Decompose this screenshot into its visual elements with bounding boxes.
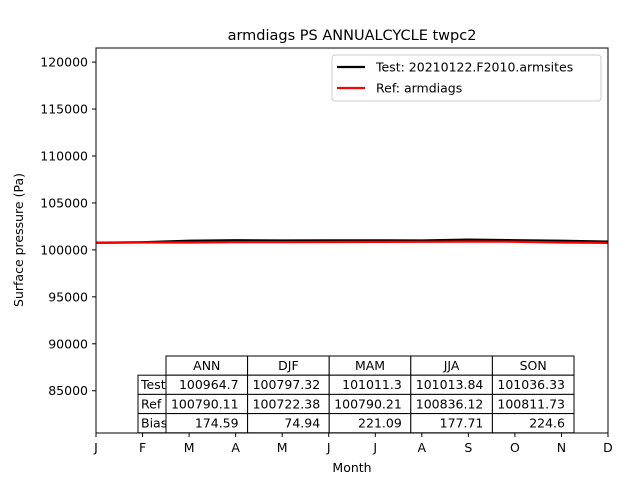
table-cell-value: 100790.21 <box>334 396 402 411</box>
x-axis-label: Month <box>332 460 371 475</box>
y-tick-label: 115000 <box>40 102 88 117</box>
chart-title: armdiags PS ANNUALCYCLE twpc2 <box>228 28 477 44</box>
table-column-header: JJA <box>443 358 460 373</box>
legend-label: Ref: armdiags <box>376 81 462 96</box>
x-tick-label: M <box>277 440 288 455</box>
y-tick-label: 100000 <box>40 242 88 257</box>
table-column-header: SON <box>520 358 547 373</box>
plot-area: ANN DJF MAM JJA SON Test 100964.7 100797.32 1010… <box>95 47 609 434</box>
series-line-ref <box>95 240 609 245</box>
table-cell-value: 100964.7 <box>179 377 239 392</box>
x-tick-label: N <box>557 440 566 455</box>
y-tick-label: 90000 <box>48 336 88 351</box>
y-tick-label: 120000 <box>40 55 88 70</box>
table-cell-value: 100797.32 <box>253 377 321 392</box>
y-tick-label: 95000 <box>48 289 88 304</box>
series-line-test <box>95 238 609 244</box>
x-tick-label: O <box>510 440 520 455</box>
y-axis: 85000 90000 95000 100000 105000 110000 115000 1… <box>40 55 96 398</box>
table-row-label: Ref <box>141 396 162 411</box>
legend-label: Test: 20210122.F2010.armsites <box>375 60 573 75</box>
x-tick-label: A <box>418 440 427 455</box>
table-cell-value: 74.94 <box>284 416 320 431</box>
table-cell-value: 101036.33 <box>497 377 565 392</box>
table-cell-value: 100722.38 <box>253 396 321 411</box>
y-axis-label: Surface pressure (Pa) <box>11 173 26 307</box>
x-tick-label: F <box>139 440 146 455</box>
series-layer <box>95 238 609 245</box>
table-cell-value: 224.6 <box>529 416 565 431</box>
x-tick-label: A <box>231 440 240 455</box>
table-cell-value: 101013.84 <box>416 377 484 392</box>
x-tick-label: D <box>603 440 613 455</box>
table-column-header: ANN <box>193 358 220 373</box>
y-tick-label: 110000 <box>40 148 88 163</box>
table-cell-value: 100811.73 <box>497 396 565 411</box>
x-tick-label: J <box>93 440 98 455</box>
x-tick-label: J <box>372 440 377 455</box>
x-tick-label: M <box>184 440 195 455</box>
table-row-label: Bias <box>141 416 167 431</box>
table-column-header: DJF <box>278 358 299 373</box>
table-row-label: Test <box>140 377 166 392</box>
legend-frame <box>331 54 602 102</box>
x-tick-label: S <box>464 440 472 455</box>
table-cell-value: 177.71 <box>440 416 484 431</box>
table-cell-value: 101011.3 <box>342 377 402 392</box>
table-cell-value: 100790.11 <box>171 396 239 411</box>
table-cell-value: 221.09 <box>358 416 402 431</box>
y-tick-label: 85000 <box>48 383 88 398</box>
table-column-header: MAM <box>355 358 385 373</box>
legend: Test: 20210122.F2010.armsites Ref: armdia… <box>331 54 602 102</box>
table-cell-value: 100836.12 <box>416 396 484 411</box>
x-tick-label: J <box>326 440 331 455</box>
plot-frame <box>95 47 609 434</box>
table-cell-value: 174.59 <box>195 416 239 431</box>
y-tick-label: 105000 <box>40 195 88 210</box>
stats-table: ANN DJF MAM JJA SON Test 100964.7 100797.32 1010… <box>137 355 575 434</box>
